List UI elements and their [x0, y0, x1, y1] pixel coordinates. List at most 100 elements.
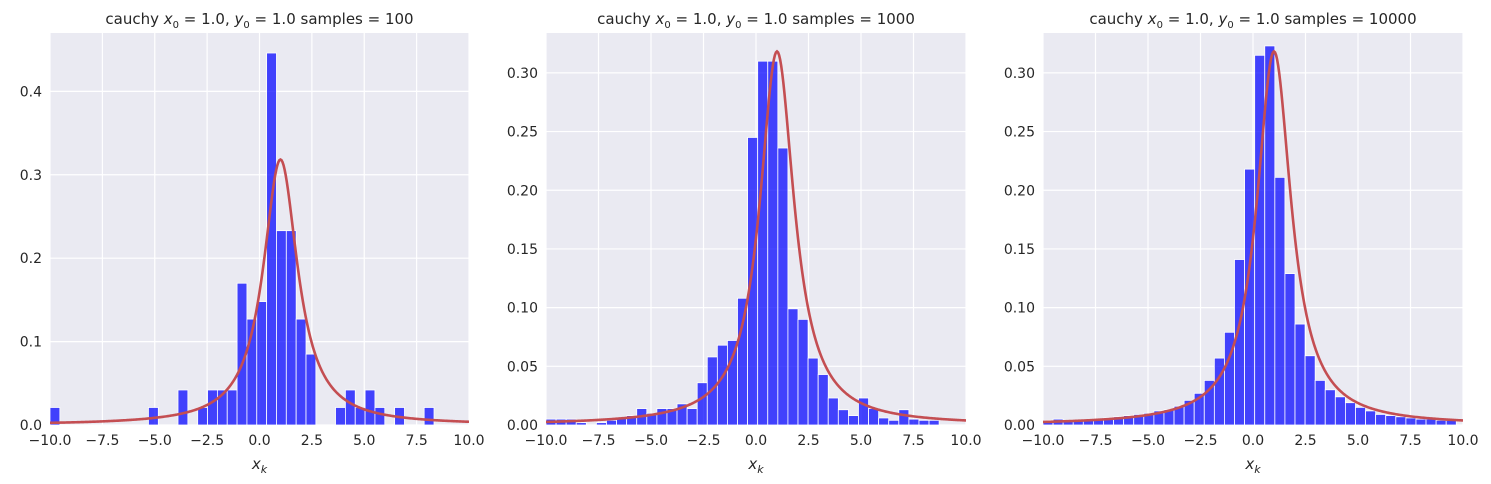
y-tick-label: 0.30 [507, 66, 538, 82]
chart-panel-2: −10.0 −7.5 −5.0 −2.5 0.0 2.5 5.0 7.5 10.0 0.00 0.0… [507, 10, 982, 476]
x-tick-label: 0.0 [745, 433, 767, 449]
histogram-bar [807, 357, 819, 425]
chart-title: cauchy x0 = 1.0, y0 = 1.0 samples = 100 [105, 10, 413, 31]
histogram-bar [1284, 273, 1296, 425]
x-tick-label: 0.0 [248, 433, 270, 449]
x-tick-label: −2.5 [1184, 433, 1218, 449]
histogram-bar [148, 407, 159, 425]
y-tick-label: 0.25 [1004, 125, 1035, 141]
x-tick-label: 5.0 [353, 433, 375, 449]
y-tick-label: 0.2 [20, 251, 42, 267]
histogram-bar [1274, 176, 1286, 425]
histogram-bar [747, 137, 759, 425]
x-tick-label: 10.0 [1447, 433, 1478, 449]
histogram-bar [226, 389, 238, 425]
histogram-bar [727, 340, 738, 425]
y-tick-label: 0.15 [507, 242, 538, 258]
x-axis-label: xk [747, 455, 764, 476]
chart-panel-1: −10.0 −7.5 −5.0 −2.5 0.0 2.5 5.0 7.5 10.0 0.0 0.1 0… [20, 10, 485, 476]
histogram-bar [374, 407, 386, 425]
histogram-bar [1294, 323, 1306, 425]
x-tick-label: 2.5 [797, 433, 819, 449]
x-axis-label: xk [1244, 455, 1261, 476]
histogram-bar [305, 353, 317, 425]
x-tick-label: 7.5 [902, 433, 924, 449]
x-tick-label: −5.0 [634, 433, 668, 449]
x-tick-label: −5.0 [138, 433, 172, 449]
histogram-bar [837, 409, 849, 425]
histogram-bar [596, 422, 607, 425]
histogram-bar [207, 389, 218, 425]
histogram-bar [256, 301, 268, 425]
x-tick-label: 2.5 [1294, 433, 1316, 449]
y-tick-label: 0.20 [1004, 183, 1035, 199]
histogram-bar [1385, 415, 1397, 425]
histogram-bar [335, 407, 346, 425]
y-tick-label: 0.20 [507, 183, 538, 199]
histogram-bar [50, 407, 61, 425]
histogram-bar [423, 407, 435, 425]
histogram-bar [285, 230, 297, 425]
x-tick-label: 5.0 [850, 433, 872, 449]
cauchy-pdf-line [546, 49, 966, 424]
histogram-bar [737, 297, 749, 425]
histogram-bar [1254, 54, 1266, 425]
histogram-bar [575, 422, 587, 425]
histogram-bar [1375, 414, 1387, 425]
histogram-bar [364, 389, 376, 425]
x-tick-label: −7.5 [1079, 433, 1113, 449]
x-tick-label: −2.5 [190, 433, 224, 449]
histogram-bar [686, 408, 698, 425]
histogram-bar [197, 407, 208, 425]
x-tick-label: −10.0 [1022, 433, 1065, 449]
histogram-bar [898, 409, 910, 425]
histogram-bar [1324, 389, 1336, 425]
histogram-bar [276, 230, 287, 425]
y-tick-label: 0.15 [1004, 242, 1035, 258]
histogram-bar [1395, 416, 1407, 425]
y-tick-label: 0.1 [20, 335, 42, 351]
histogram-bar [696, 382, 708, 425]
x-tick-label: 7.5 [1399, 433, 1421, 449]
y-tick-label: 0.00 [507, 418, 538, 434]
x-tick-label: −2.5 [687, 433, 721, 449]
y-tick-label: 0.00 [1004, 418, 1035, 434]
histogram-bar [1213, 357, 1225, 425]
x-tick-label: 10.0 [453, 433, 484, 449]
histogram-bar [1304, 355, 1316, 425]
histogram-bar [797, 318, 809, 425]
histogram-bar [848, 415, 859, 425]
cauchy-pdf-line [50, 157, 469, 425]
chart-title: cauchy x0 = 1.0, y0 = 1.0 samples = 1000 [597, 10, 915, 31]
histogram-bar [1365, 410, 1377, 425]
x-tick-label: 10.0 [950, 433, 981, 449]
y-tick-label: 0.3 [20, 168, 42, 184]
histogram-bar [1314, 380, 1326, 425]
cauchy-pdf-line [1043, 49, 1463, 424]
histogram-bar [817, 374, 829, 425]
chart-panel-3: −10.0 −7.5 −5.0 −2.5 0.0 2.5 5.0 7.5 10.0 0.00 0.0… [1004, 10, 1479, 476]
y-tick-label: 0.05 [1004, 359, 1035, 375]
x-tick-label: 0.0 [1242, 433, 1264, 449]
histogram-bar [787, 308, 799, 425]
histogram-bars [546, 60, 940, 425]
y-tick-label: 0.4 [20, 84, 42, 100]
histogram-bar [767, 60, 779, 425]
histogram-bar [827, 397, 839, 425]
x-tick-label: −7.5 [582, 433, 616, 449]
histogram-bar [1355, 406, 1366, 425]
histogram-bar [177, 389, 189, 425]
x-tick-label: 7.5 [405, 433, 427, 449]
x-tick-label: −7.5 [85, 433, 119, 449]
histogram-bar [1345, 402, 1356, 425]
x-axis-label: xk [251, 455, 268, 476]
x-tick-label: −10.0 [525, 433, 568, 449]
histogram-bar [908, 418, 920, 425]
histogram-bar [1405, 417, 1417, 425]
histogram-bar [1334, 396, 1346, 425]
y-tick-label: 0.10 [507, 301, 538, 317]
y-tick-label: 0.25 [507, 125, 538, 141]
y-tick-label: 0.05 [507, 359, 538, 375]
x-tick-label: 2.5 [301, 433, 323, 449]
